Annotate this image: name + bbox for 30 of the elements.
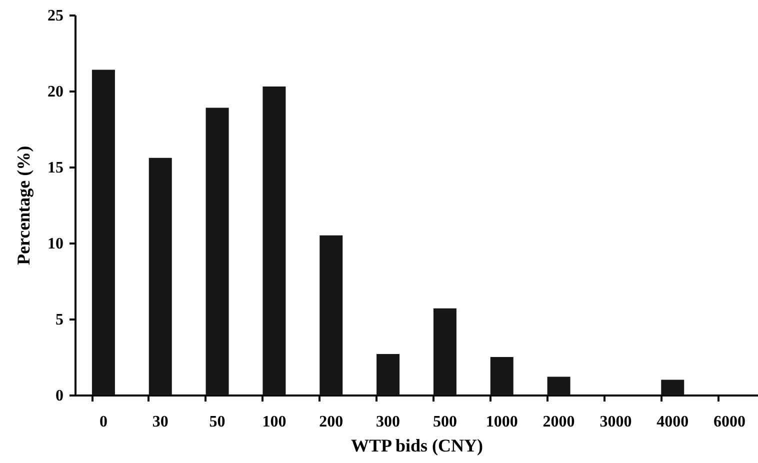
- y-tick-label: 10: [48, 236, 64, 252]
- x-tick-label: 6000: [714, 414, 746, 430]
- x-tick-label: 1000: [486, 414, 518, 430]
- x-tick-label: 200: [319, 414, 344, 430]
- x-axis-title: WTP bids (CNY): [350, 436, 484, 456]
- x-tick-label: 100: [262, 414, 286, 430]
- y-tick-label: 0: [56, 388, 64, 404]
- bar: [92, 70, 115, 395]
- x-tick-label: 30: [152, 414, 168, 430]
- x-tick-label: 50: [209, 414, 226, 430]
- x-tick-label: 2000: [542, 414, 575, 430]
- y-tick-label: 5: [56, 312, 64, 328]
- bar: [490, 357, 514, 395]
- y-tick-label: 15: [48, 160, 64, 176]
- bar: [148, 158, 172, 395]
- y-axis-title: Percentage (%): [14, 146, 34, 266]
- bar: [547, 376, 570, 395]
- bar: [320, 235, 343, 395]
- bar: [262, 86, 286, 395]
- y-tick-label: 20: [48, 84, 64, 100]
- bar: [376, 354, 400, 395]
- x-tick-label: 0: [99, 414, 108, 430]
- x-tick-label: 3000: [600, 414, 632, 430]
- x-tick-label: 4000: [656, 414, 689, 430]
- bar: [433, 308, 456, 395]
- bar: [661, 380, 684, 395]
- x-tick-label: 300: [376, 414, 400, 430]
- x-tick-label: 500: [432, 414, 457, 430]
- bar: [206, 108, 229, 395]
- y-tick-label: 25: [48, 8, 64, 24]
